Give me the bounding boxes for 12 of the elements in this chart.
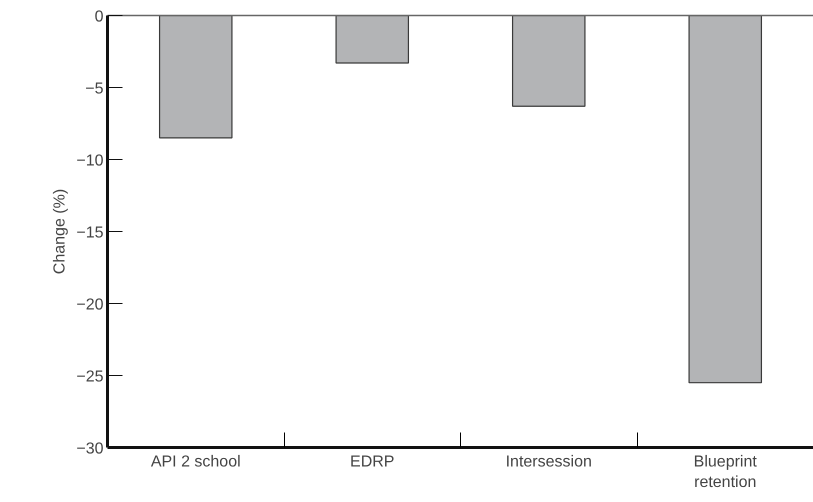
y-tick-label: −15 [76, 224, 104, 242]
y-tick-label: −10 [76, 152, 104, 170]
y-tick-label: −25 [76, 368, 104, 386]
y-tick-label: −30 [76, 440, 104, 458]
x-tick-label: Blueprint retention [694, 454, 758, 491]
x-tick-label: Intersession [506, 454, 592, 470]
x-tick-label: API 2 school [150, 454, 241, 470]
x-tick-label: EDRP [350, 454, 394, 470]
y-axis-title: Change (%) [51, 188, 68, 274]
y-tick-label: −5 [85, 80, 104, 98]
y-tick-label: −20 [76, 296, 104, 314]
y-tick-label: 0 [94, 8, 104, 26]
